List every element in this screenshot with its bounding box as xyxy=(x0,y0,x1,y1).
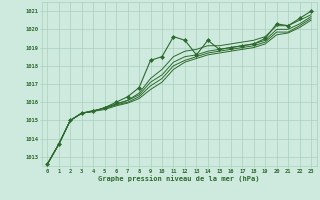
X-axis label: Graphe pression niveau de la mer (hPa): Graphe pression niveau de la mer (hPa) xyxy=(99,175,260,182)
